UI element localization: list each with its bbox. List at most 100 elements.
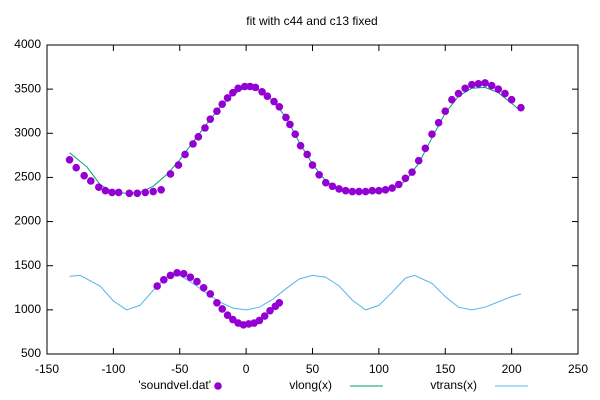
point	[199, 283, 208, 292]
point	[255, 316, 264, 325]
y-tick-label: 1000	[14, 302, 41, 316]
point	[355, 187, 363, 196]
point	[153, 282, 161, 290]
point	[108, 188, 116, 197]
point	[213, 298, 221, 307]
point	[189, 140, 197, 148]
point	[218, 100, 227, 108]
point	[213, 107, 221, 116]
point	[260, 312, 269, 320]
point	[303, 150, 311, 159]
point	[428, 130, 436, 138]
line	[69, 274, 522, 311]
point	[65, 155, 74, 164]
point	[275, 103, 284, 111]
point	[308, 161, 317, 169]
point	[375, 186, 383, 195]
y-tick-label: 2000	[14, 214, 41, 228]
point	[234, 84, 242, 93]
point	[487, 81, 496, 90]
point	[193, 277, 201, 286]
x-tick-label: -50	[171, 362, 189, 376]
point	[87, 177, 95, 185]
point	[381, 185, 390, 194]
point	[206, 290, 215, 298]
legend-label: 'soundvel.dat'	[138, 378, 211, 392]
point	[125, 189, 134, 198]
x-tick-label: 0	[243, 362, 250, 376]
point	[223, 311, 232, 319]
point	[291, 130, 300, 138]
point	[80, 171, 88, 180]
point	[114, 188, 123, 197]
point	[421, 144, 430, 153]
point	[263, 92, 272, 101]
point	[174, 161, 183, 169]
point	[321, 178, 330, 187]
point	[133, 189, 142, 198]
x-tick-label: 100	[369, 362, 389, 376]
point	[258, 87, 266, 96]
point	[141, 188, 150, 197]
point	[101, 186, 110, 195]
y-tick-label: 3500	[14, 81, 41, 95]
legend-label: vtrans(x)	[430, 378, 477, 392]
point	[240, 82, 249, 91]
point	[275, 298, 284, 307]
point	[361, 187, 370, 196]
point	[181, 150, 189, 159]
chart-title: fit with c44 and c13 fixed	[246, 14, 377, 28]
point	[186, 273, 195, 281]
point	[348, 187, 357, 196]
point	[270, 97, 278, 106]
point	[368, 186, 377, 195]
point	[414, 156, 423, 165]
point	[341, 186, 350, 195]
point	[286, 120, 294, 129]
x-tick-label: 250	[568, 362, 588, 376]
legend-label: vlong(x)	[289, 378, 332, 392]
point	[401, 174, 410, 183]
point	[315, 170, 323, 179]
point	[494, 85, 503, 93]
point	[166, 271, 175, 280]
point	[72, 163, 81, 172]
point	[206, 115, 215, 123]
point	[218, 305, 227, 313]
point	[296, 141, 305, 150]
point	[335, 185, 343, 193]
point	[160, 276, 168, 284]
legend-marker	[214, 382, 222, 390]
point	[251, 83, 260, 92]
point	[481, 79, 489, 87]
point	[179, 269, 188, 278]
point	[441, 107, 450, 116]
point	[173, 268, 181, 277]
point	[223, 94, 232, 102]
point	[201, 124, 209, 132]
point	[408, 168, 416, 176]
x-tick-label: -100	[101, 362, 125, 376]
point	[266, 306, 274, 315]
y-tick-label: 1500	[14, 258, 41, 272]
x-tick-label: -150	[35, 362, 59, 376]
x-tick-label: 50	[306, 362, 320, 376]
point	[454, 89, 463, 98]
point	[149, 187, 157, 196]
point	[328, 182, 337, 191]
y-tick-label: 3000	[14, 125, 41, 139]
y-tick-label: 2500	[14, 170, 41, 184]
point	[282, 113, 290, 122]
x-tick-label: 150	[435, 362, 455, 376]
point	[507, 95, 516, 104]
point	[229, 88, 237, 97]
point	[468, 80, 476, 89]
point	[474, 80, 483, 88]
point	[434, 118, 443, 127]
x-tick-label: 200	[502, 362, 522, 376]
point	[461, 84, 469, 93]
point	[157, 185, 165, 194]
point	[166, 170, 175, 178]
